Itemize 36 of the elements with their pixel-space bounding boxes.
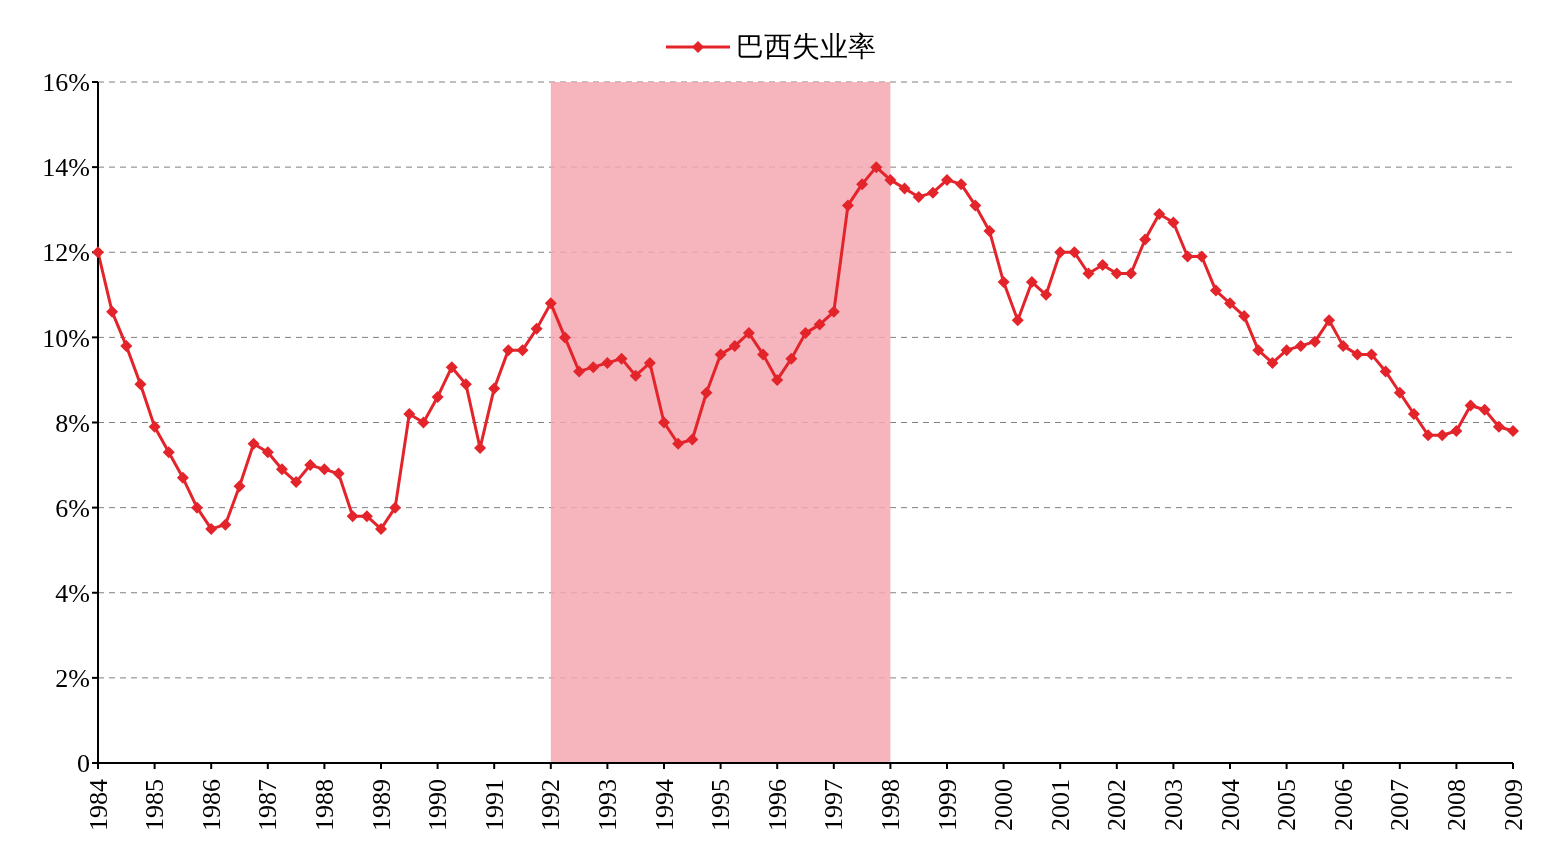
x-tick-label: 1988: [309, 779, 339, 831]
x-tick-label: 1999: [932, 779, 962, 831]
x-tick-label: 2007: [1385, 779, 1415, 831]
y-tick-label: 2%: [55, 664, 90, 694]
y-tick-label: 16%: [42, 68, 90, 98]
x-tick-label: 1997: [819, 779, 849, 831]
x-tick-label: 2005: [1272, 779, 1302, 831]
x-tick-label: 1991: [479, 779, 509, 831]
x-tick-label: 2002: [1102, 779, 1132, 831]
y-tick-label: 6%: [55, 493, 90, 523]
y-tick-label: 10%: [42, 323, 90, 353]
y-tick-label: 0: [77, 749, 90, 779]
x-tick-label: 1990: [423, 779, 453, 831]
x-tick-label: 1992: [536, 779, 566, 831]
legend-label: 巴西失业率: [735, 30, 876, 64]
x-tick-label: 2009: [1498, 779, 1528, 831]
y-tick-label: 14%: [42, 153, 90, 183]
x-tick-label: 1986: [196, 779, 226, 831]
y-tick-label: 12%: [42, 238, 90, 268]
x-tick-label: 1995: [706, 779, 736, 831]
x-tick-label: 2004: [1215, 779, 1245, 831]
y-tick-label: 4%: [55, 578, 90, 608]
x-tick-label: 2003: [1158, 779, 1188, 831]
x-tick-label: 1987: [253, 779, 283, 831]
x-tick-label: 1996: [762, 779, 792, 831]
y-tick-label: 8%: [55, 408, 90, 438]
x-tick-label: 1985: [140, 779, 170, 831]
x-tick-label: 2000: [989, 779, 1019, 831]
x-tick-label: 1993: [592, 779, 622, 831]
x-tick-label: 2008: [1441, 779, 1471, 831]
x-tick-label: 2006: [1328, 779, 1358, 831]
x-tick-label: 1994: [649, 779, 679, 831]
x-tick-label: 1984: [83, 779, 113, 831]
x-tick-label: 1989: [366, 779, 396, 831]
x-tick-label: 1998: [875, 779, 905, 831]
x-tick-label: 2001: [1045, 779, 1075, 831]
